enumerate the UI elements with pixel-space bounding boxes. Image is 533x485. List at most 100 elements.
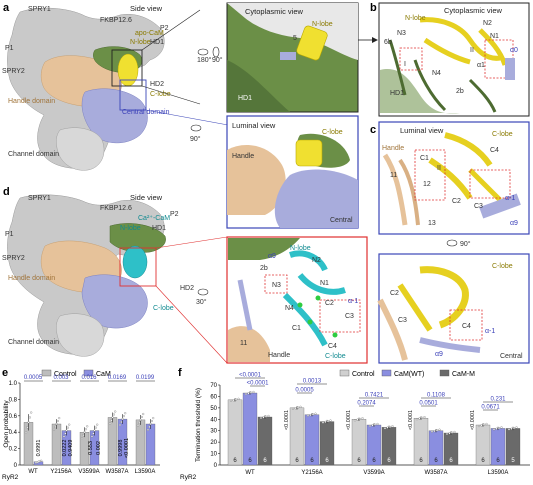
di-c4: C4 (328, 343, 337, 350)
e-point (28, 416, 31, 419)
panel-c-letter: c (370, 124, 376, 136)
central-domain-shape (81, 88, 148, 144)
f-point (438, 428, 441, 431)
f-point (433, 430, 436, 433)
f-point (311, 413, 315, 416)
inset-cyto-num: 5 (293, 35, 297, 42)
e-point (148, 425, 151, 429)
e-point (93, 429, 96, 432)
legend-f-label: CaM-M (452, 371, 475, 378)
f-bar (242, 392, 258, 466)
d-channel: Channel domain (8, 339, 59, 346)
label-central-domain: Central domain (122, 109, 170, 116)
b-n-lobe: N-lobe (405, 15, 426, 22)
f-n-label: 6 (263, 458, 267, 464)
e-point (83, 431, 86, 434)
f-n-label: 6 (295, 458, 299, 464)
d-clobe: C-lobe (153, 305, 174, 312)
panel-a-letter: a (3, 2, 10, 14)
f-point (361, 417, 364, 420)
e-point (64, 432, 67, 435)
legend-e-swatch (41, 369, 52, 377)
e-ytick-label: 0.6 (9, 414, 18, 420)
c-c4: C4 (490, 147, 499, 154)
e-point (54, 425, 57, 429)
f-n-label: 6 (449, 458, 453, 464)
label-p1: P1 (5, 45, 14, 52)
e-category-label: L3590A (135, 469, 156, 475)
e-pvalue: 0.016 (81, 375, 97, 381)
f-ytick-label: 50 (210, 406, 217, 412)
e-point (139, 418, 142, 421)
inset-cyto-hd1: HD1 (238, 95, 252, 102)
chart-f: f Control CaM(WT) CaM-M 0 10 20 30 40 50 60 70 Termi… (178, 367, 530, 481)
e-point (142, 412, 145, 416)
c-rom: II (437, 165, 441, 172)
e-point (122, 415, 125, 418)
label-apo-cam: apo-CaM (135, 30, 164, 37)
f-point (512, 427, 516, 430)
label-channel-domain: Channel domain (8, 151, 59, 158)
f-pvalue: 0.0013 (303, 379, 322, 385)
apo-cam-shape (117, 53, 139, 87)
e-point (120, 420, 123, 424)
label-hd2: HD2 (150, 81, 164, 88)
e-point (112, 413, 115, 416)
e-point (86, 425, 89, 428)
f-point (485, 422, 488, 426)
f-point (448, 432, 451, 435)
f-n-label: 6 (434, 458, 438, 464)
c2-c3: C3 (398, 317, 407, 324)
e-point (114, 410, 117, 413)
f-point (356, 418, 359, 421)
e-pvalue: 0.0169 (108, 375, 127, 381)
e-point (55, 422, 58, 426)
ca-cam-shape (122, 245, 148, 279)
e-point (26, 426, 29, 429)
e-point (108, 422, 112, 425)
c2-c2: C2 (390, 290, 399, 297)
e-point (121, 418, 124, 421)
di-c2: C2 (325, 300, 334, 307)
f-pvalue: 0.0501 (419, 401, 438, 407)
b-n3: N3 (397, 30, 406, 37)
f-point (309, 414, 312, 417)
d-fkbp: FKBP12.6 (100, 205, 132, 212)
f-point (423, 416, 426, 419)
f-n-label: 6 (419, 458, 423, 464)
label-fkbp: FKBP12.6 (100, 17, 132, 24)
c2-a-1: α-1 (485, 328, 495, 335)
label-c-lobe: C-lobe (150, 91, 171, 98)
e-pvalue: 0.0005 (24, 375, 43, 381)
f-point (500, 426, 503, 429)
f-ytick-label: 40 (210, 417, 217, 423)
f-point (418, 417, 421, 420)
f-ytick-label: 70 (210, 383, 217, 389)
e-ytick-label: 0.2 (9, 447, 18, 453)
f-point (294, 407, 297, 410)
zoom-box-cyto (111, 49, 143, 87)
d-p1: P1 (5, 231, 14, 238)
e-ytick-label: 1.0 (9, 381, 18, 387)
f-pvalue: 0.2074 (357, 401, 376, 407)
b-n1: N1 (490, 33, 499, 40)
b-rom2: II (470, 47, 474, 54)
f-pvalue: <0.0001 (247, 381, 270, 387)
e-ytick-label: 0.4 (9, 430, 18, 436)
e-ytick-label: 0.8 (9, 397, 18, 403)
f-point (259, 416, 263, 420)
f-category-label: L3590A (488, 470, 509, 476)
inset-cytoplasmic: Cytoplasmic view N-lobe HD1 5 (226, 2, 359, 113)
e-pvalue: 0.003 (53, 375, 69, 381)
f-n-label: 6 (372, 458, 376, 464)
f-n-label: 6 (325, 458, 329, 464)
f-point (296, 406, 300, 409)
zoom-box-lum (119, 79, 147, 111)
c-clobe: C-lobe (492, 131, 513, 138)
f-point (480, 424, 483, 427)
legend-f-label: CaM(WT) (394, 371, 424, 378)
f-point (264, 415, 268, 418)
e-point (65, 429, 68, 432)
e-point (152, 417, 155, 420)
b-rom1: I (404, 61, 406, 68)
